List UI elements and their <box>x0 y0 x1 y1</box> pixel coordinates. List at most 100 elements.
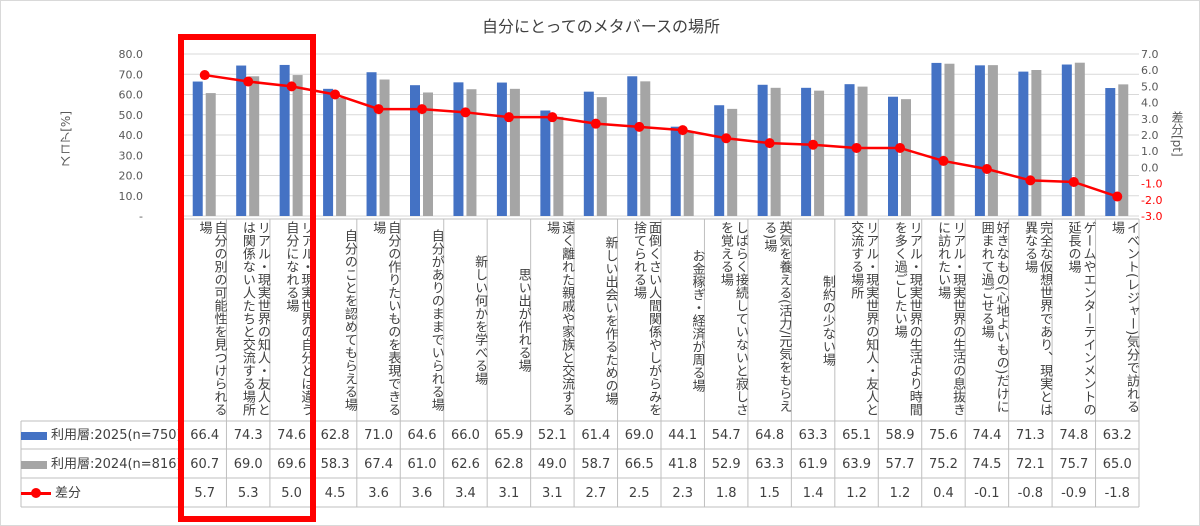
table-cell: 41.8 <box>668 457 698 472</box>
table-cell: 58.7 <box>581 457 611 472</box>
table-cell: 65.9 <box>494 428 524 443</box>
bar-2025 <box>366 72 377 216</box>
table-cell: 74.3 <box>233 428 263 443</box>
bar-2025 <box>931 62 942 216</box>
table-cell: 3.6 <box>411 486 433 501</box>
left-tick-label: 70.0 <box>119 68 144 81</box>
bar-2025 <box>1061 64 1072 216</box>
bar-2024 <box>727 108 738 216</box>
category-label: ゲームやエンターテインメントの延長の場 <box>1065 221 1096 416</box>
category-label: 面倒くさい人間関係やしがらみを捨てられる場 <box>630 221 661 416</box>
bar-2025 <box>192 81 203 216</box>
bar-2025 <box>974 65 985 216</box>
bar-2024 <box>770 87 781 216</box>
legend-entry: 差分 <box>21 479 183 508</box>
category-label: リアル・現実世界の知人・友人とは関係ない人たちと交流する場所 <box>239 221 270 416</box>
category-label: しばらく接続していないと寂しさを覚える場 <box>717 221 748 416</box>
table-cell: 65.0 <box>1102 457 1132 472</box>
legend-label: 差分 <box>55 486 82 501</box>
table-cell: 71.0 <box>364 428 394 443</box>
table-cell: 5.0 <box>281 486 302 501</box>
bar-2024 <box>1074 62 1085 216</box>
right-axis-label: 差分[pt] <box>1170 111 1184 157</box>
table-cell: 1.2 <box>846 486 867 501</box>
category-label: 新しい何かを学べる場 <box>472 255 488 385</box>
bar-2024 <box>205 93 216 216</box>
category-label: イベント(レジャー)気分で訪れる場 <box>1108 221 1139 414</box>
category-label: リアル・現実世界の生活の息抜きに訪れたい場 <box>935 221 966 416</box>
table-cell: 2.7 <box>585 486 607 501</box>
right-tick-label: 4.0 <box>1141 97 1159 110</box>
category-label: 遠く離れた親戚や家族と交流する場 <box>544 221 575 416</box>
category-label: 自分の作りたいものを表現できる場 <box>370 221 401 416</box>
category-label: 英気を養える(活力/元気をもらえる)場 <box>761 221 792 413</box>
diff-point <box>373 104 384 115</box>
diff-point <box>764 138 775 149</box>
diff-point <box>938 155 949 166</box>
bar-2025 <box>236 65 247 216</box>
table-cell: 74.8 <box>1059 428 1089 443</box>
diff-point <box>808 139 819 150</box>
table-cell: 66.4 <box>190 428 220 443</box>
bar-2025 <box>1018 71 1029 217</box>
bar-2025 <box>627 76 638 217</box>
table-cell: 5.3 <box>237 486 259 501</box>
table-cell: 52.1 <box>537 428 567 443</box>
bar-2025 <box>496 82 507 217</box>
diff-point <box>721 133 732 144</box>
table-cell: 69.0 <box>233 457 263 472</box>
legend-label: 利用層:2024(n=816) <box>51 457 182 472</box>
diff-point <box>199 70 210 81</box>
diff-point <box>417 104 427 115</box>
right-tick-label: 0.0 <box>1141 161 1159 174</box>
right-tick-label: -1.0 <box>1141 178 1162 191</box>
table-cell: -0.8 <box>1017 486 1044 501</box>
table-cell: 62.8 <box>494 457 524 472</box>
table-cell: 49.0 <box>537 457 567 472</box>
right-tick-label: 1.0 <box>1141 145 1159 158</box>
table-cell: 63.9 <box>842 457 872 472</box>
category-label: 完全な仮想世界であり、現実とは異なる場 <box>1022 221 1053 416</box>
legend-entry: 利用層:2024(n=816) <box>21 450 183 479</box>
table-cell: 2.3 <box>672 486 694 501</box>
table-cell: 52.9 <box>711 457 741 472</box>
table-cell: 1.4 <box>802 486 824 501</box>
bar-2024 <box>292 75 303 216</box>
bar-2025 <box>323 88 334 216</box>
table-cell: 3.6 <box>368 486 389 501</box>
category-label: お金稼ぎ・経済が周る場 <box>689 248 705 392</box>
category-label: 好きなもの(心地よいもの)だけに囲まれて過ごせる場 <box>978 221 1009 414</box>
bar-2024 <box>1118 84 1129 216</box>
left-tick-label: 30.0 <box>119 149 144 162</box>
table-cell: 63.3 <box>798 428 828 443</box>
table-cell: -1.8 <box>1104 486 1130 501</box>
table-cell: 2.5 <box>628 486 650 501</box>
left-tick-label: 40.0 <box>119 129 144 142</box>
left-tick-label: 20.0 <box>119 170 144 183</box>
bar-2024 <box>379 79 390 216</box>
left-tick-label: 80.0 <box>119 48 144 61</box>
bar-2024 <box>857 86 868 216</box>
left-tick-label: - <box>139 210 143 223</box>
left-tick-label: 50.0 <box>119 109 144 122</box>
category-label: 自分のことを認めてもらえる場 <box>341 229 357 411</box>
table-cell: 75.2 <box>928 457 958 472</box>
table-cell: 66.5 <box>624 457 654 472</box>
bar-2025 <box>410 85 420 216</box>
legend-label: 利用層:2025(n=750) <box>51 428 182 443</box>
table-cell: 64.6 <box>407 428 437 443</box>
table-cell: 75.7 <box>1059 457 1089 472</box>
diff-point <box>286 81 297 92</box>
diff-point <box>677 125 688 136</box>
bar-2025 <box>844 84 855 216</box>
table-cell: 74.4 <box>972 428 1002 443</box>
bar-2025 <box>757 84 768 216</box>
diff-point <box>243 76 254 87</box>
diff-point <box>1068 176 1079 187</box>
right-tick-label: 6.0 <box>1141 64 1159 77</box>
table-cell: 0.4 <box>933 486 954 501</box>
table-cell: 61.0 <box>407 457 437 472</box>
table-cell: 58.9 <box>885 428 915 443</box>
diff-point <box>590 118 601 129</box>
